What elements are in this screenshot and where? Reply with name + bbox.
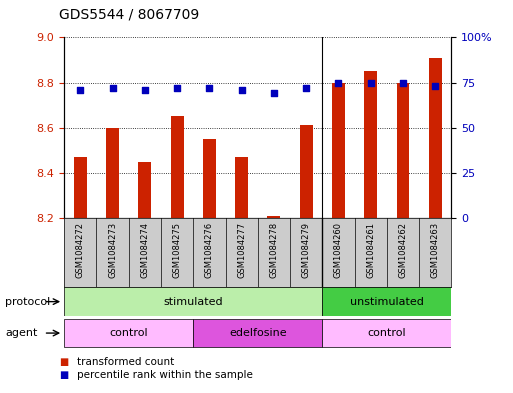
Text: GSM1084273: GSM1084273 (108, 222, 117, 278)
Point (334, 79, 343, 86)
Point (302, 85, 310, 91)
Text: ■: ■ (59, 370, 68, 380)
Bar (267, 216, 281, 218)
Point (367, 79, 375, 86)
Text: percentile rank within the sample: percentile rank within the sample (77, 370, 253, 380)
Bar (397, 83, 409, 218)
Point (238, 86, 246, 93)
Point (270, 90, 278, 97)
Point (173, 85, 181, 91)
Text: edelfosine: edelfosine (229, 328, 287, 338)
Text: GSM1084277: GSM1084277 (237, 222, 246, 278)
Text: GSM1084279: GSM1084279 (302, 222, 311, 277)
FancyBboxPatch shape (193, 319, 322, 347)
Text: GSM1084272: GSM1084272 (76, 222, 85, 277)
Bar (300, 125, 312, 218)
Bar (203, 139, 216, 218)
Text: GSM1084261: GSM1084261 (366, 222, 375, 277)
Text: GSM1084278: GSM1084278 (269, 222, 279, 278)
Text: ■: ■ (59, 356, 68, 367)
FancyBboxPatch shape (322, 319, 451, 347)
Bar (332, 83, 345, 218)
Text: GDS5544 / 8067709: GDS5544 / 8067709 (59, 7, 199, 22)
Text: GSM1084276: GSM1084276 (205, 222, 214, 278)
Text: control: control (368, 328, 406, 338)
Text: stimulated: stimulated (164, 297, 223, 307)
Text: agent: agent (5, 328, 37, 338)
Text: protocol: protocol (5, 297, 50, 307)
Text: GSM1084262: GSM1084262 (399, 222, 407, 277)
Text: GSM1084263: GSM1084263 (431, 222, 440, 278)
Point (76, 86, 84, 93)
Bar (106, 128, 119, 218)
Point (108, 85, 116, 91)
Bar (429, 58, 442, 218)
FancyBboxPatch shape (322, 287, 451, 316)
Point (141, 86, 149, 93)
Text: transformed count: transformed count (77, 356, 174, 367)
Bar (171, 116, 184, 218)
Text: GSM1084275: GSM1084275 (172, 222, 182, 277)
Bar (139, 162, 151, 218)
Text: GSM1084274: GSM1084274 (141, 222, 149, 277)
FancyBboxPatch shape (64, 287, 322, 316)
Text: unstimulated: unstimulated (350, 297, 424, 307)
Text: control: control (109, 328, 148, 338)
Point (205, 85, 213, 91)
Point (399, 79, 407, 86)
FancyBboxPatch shape (64, 319, 193, 347)
Bar (235, 157, 248, 218)
Bar (74, 157, 87, 218)
Bar (364, 71, 377, 218)
Point (431, 83, 440, 89)
Text: GSM1084260: GSM1084260 (334, 222, 343, 277)
